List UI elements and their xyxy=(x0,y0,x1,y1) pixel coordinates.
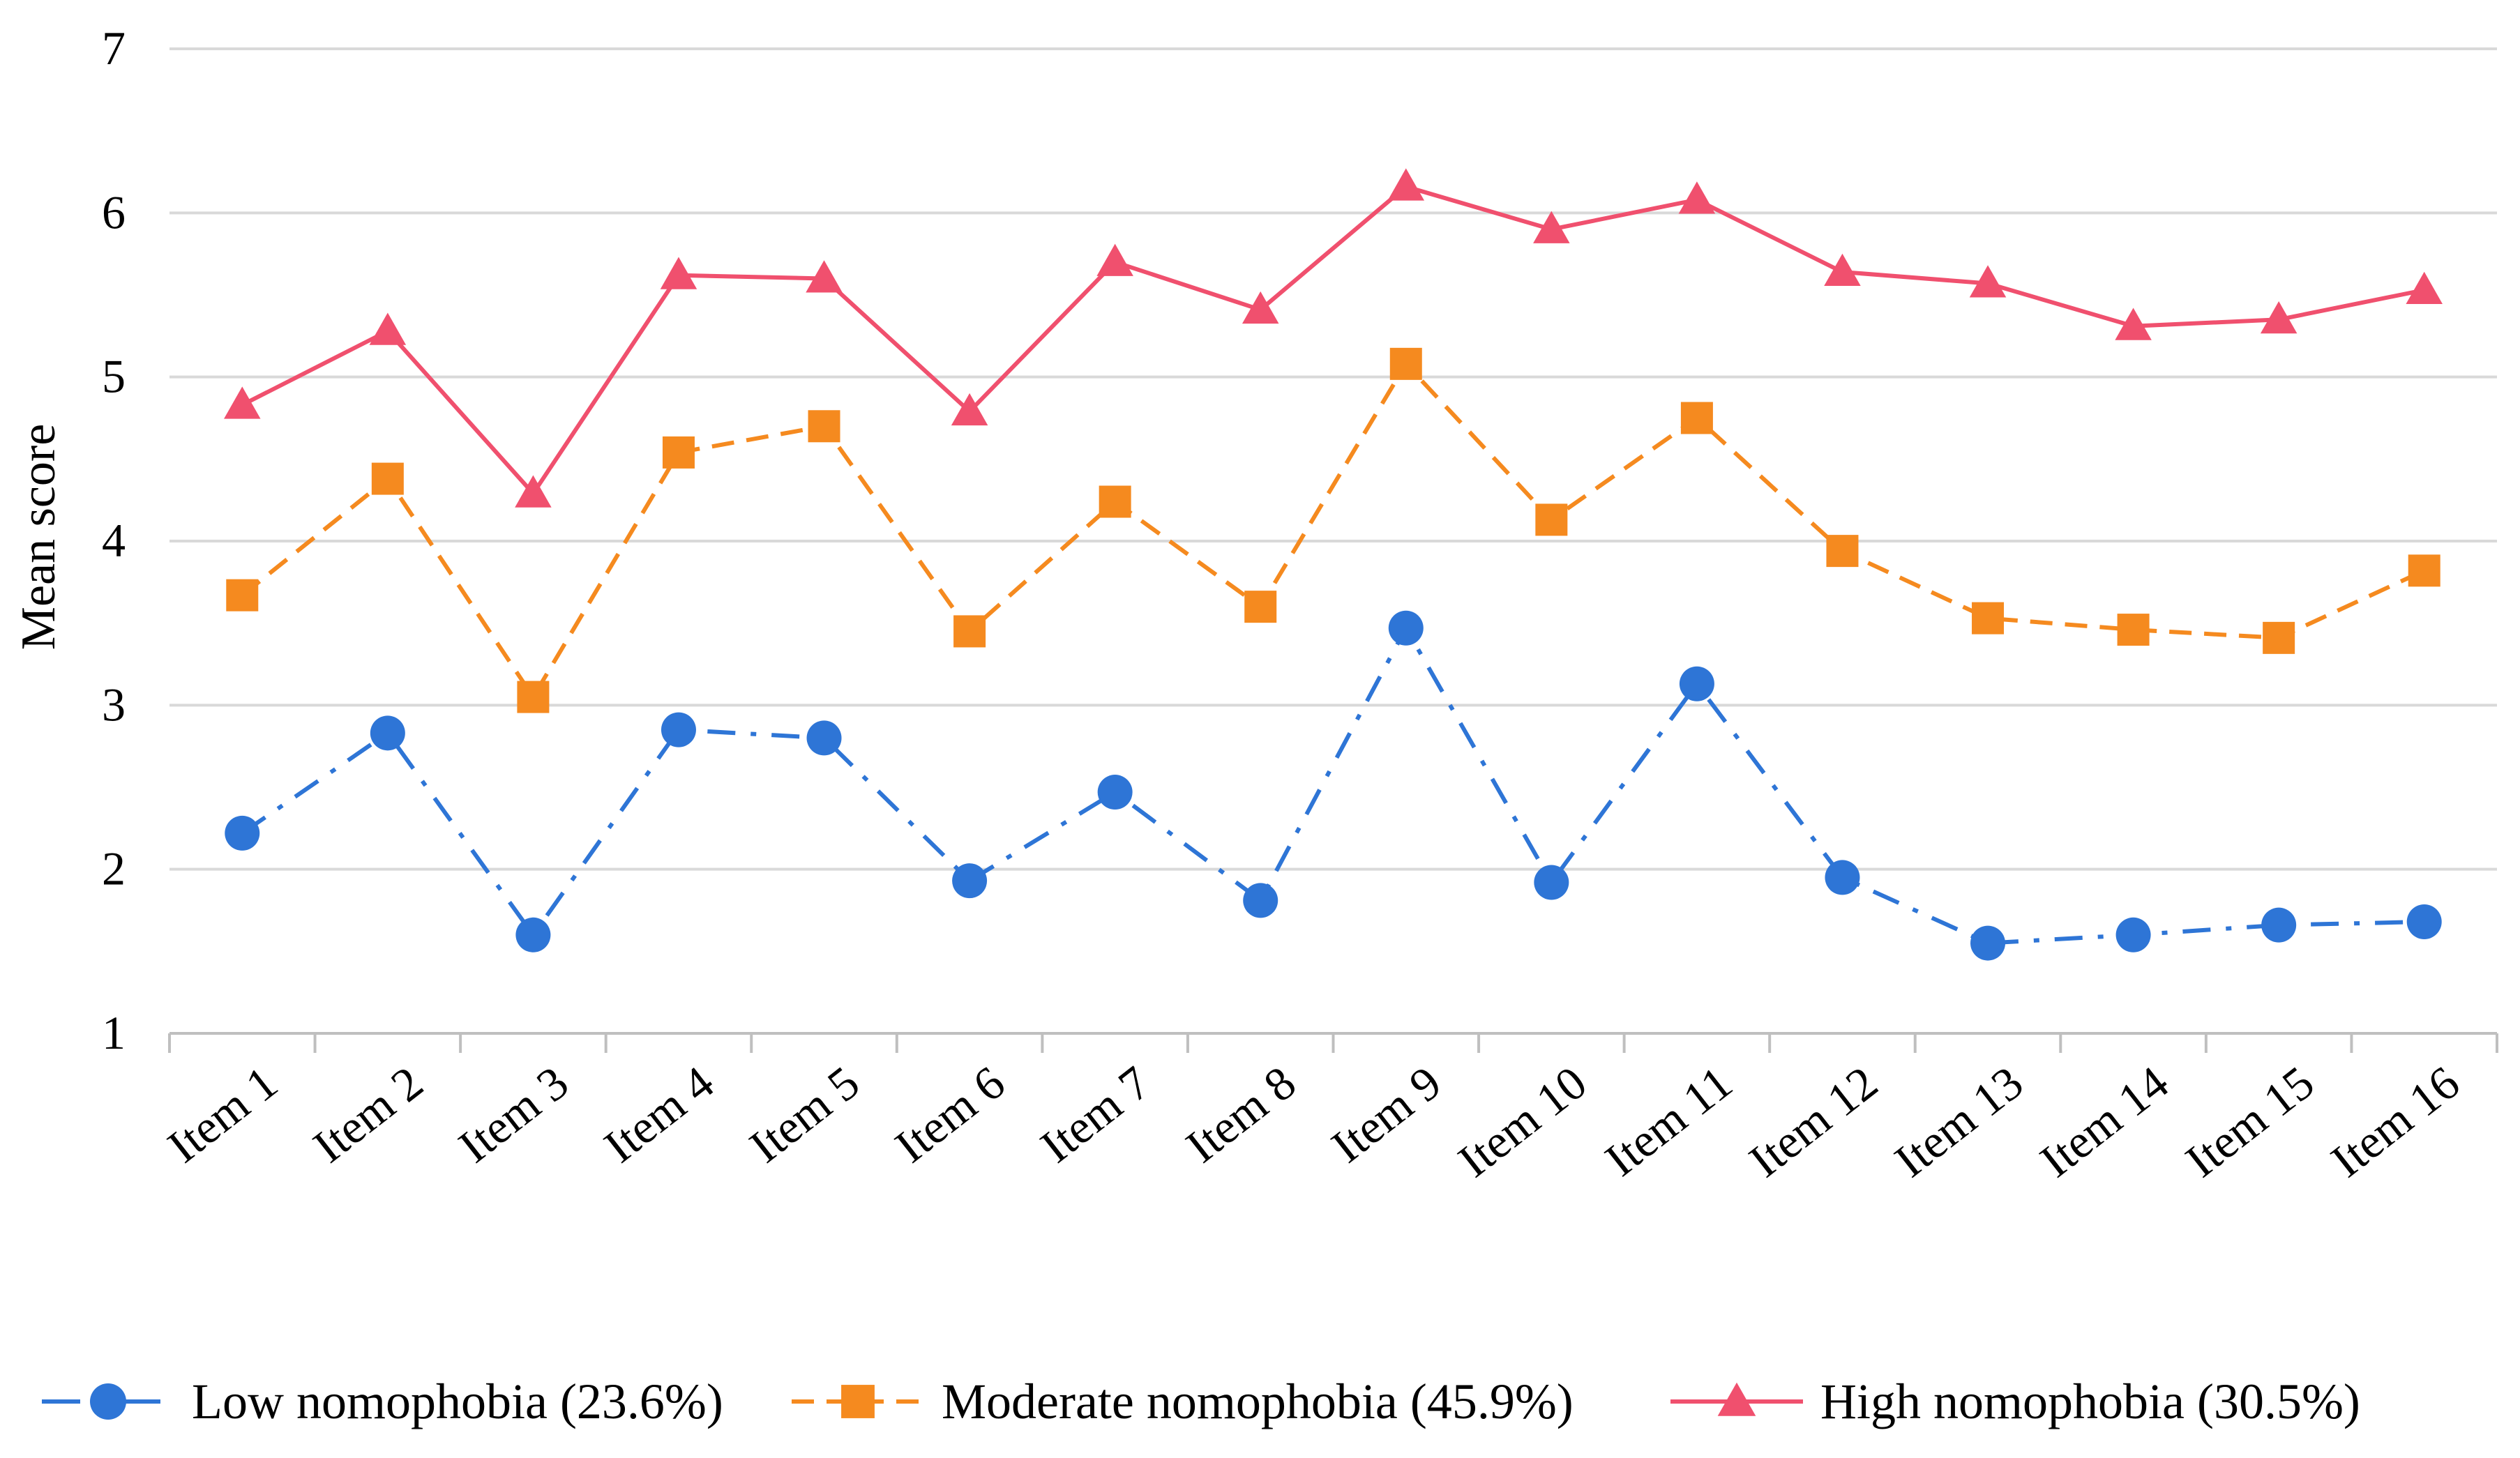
data-point xyxy=(660,257,697,289)
data-point xyxy=(1099,485,1131,518)
data-point xyxy=(370,715,405,751)
data-point xyxy=(1972,602,2005,635)
data-point xyxy=(1534,865,1569,900)
data-point xyxy=(225,815,260,851)
x-tick-label: Item 1 xyxy=(158,1056,287,1173)
series-triangle xyxy=(224,168,2443,508)
x-axis: Item 1 Item 2 Item 3 Item 4 Item 5 Item 6 Item… xyxy=(158,1032,2498,1187)
data-point xyxy=(515,917,551,952)
data-point xyxy=(2115,917,2151,952)
data-point xyxy=(1679,666,1714,701)
legend: Low nomophobia (23.6%) Moderate nomophobi… xyxy=(42,1374,2360,1429)
data-point xyxy=(662,436,695,469)
data-point xyxy=(661,712,696,747)
data-point xyxy=(1389,347,1422,380)
data-point xyxy=(1533,211,1570,243)
legend-item: Low nomophobia (23.6%) xyxy=(42,1374,723,1429)
y-tick-label: 1 xyxy=(102,1006,126,1059)
data-point xyxy=(806,720,842,756)
data-point xyxy=(2117,614,2150,646)
data-point xyxy=(1678,181,1716,214)
y-tick-label: 5 xyxy=(102,350,126,403)
data-point xyxy=(952,863,988,899)
series-line xyxy=(241,184,2425,496)
series-square xyxy=(226,347,2440,713)
legend-label: High nomophobia (30.5%) xyxy=(1820,1374,2360,1429)
data-point xyxy=(1244,591,1277,623)
x-tick-label: Item 4 xyxy=(594,1056,723,1173)
x-tick-label: Item 9 xyxy=(1322,1056,1451,1173)
data-point xyxy=(224,386,261,419)
data-point xyxy=(808,410,840,443)
data-point xyxy=(369,312,407,345)
data-point xyxy=(953,615,986,648)
gridlines xyxy=(169,47,2497,871)
legend-label: Moderate nomophobia (45.9%) xyxy=(942,1374,1574,1429)
series-group xyxy=(224,168,2443,961)
y-tick-label: 4 xyxy=(102,514,126,567)
data-point xyxy=(1535,503,1568,536)
x-tick-label: Item 13 xyxy=(1885,1056,2032,1187)
data-point xyxy=(1096,243,1133,276)
data-point xyxy=(1970,925,2006,961)
data-point xyxy=(806,260,843,293)
legend-item: High nomophobia (30.5%) xyxy=(1670,1374,2360,1429)
legend-item: Moderate nomophobia (45.9%) xyxy=(792,1374,1574,1429)
data-point xyxy=(515,475,552,508)
legend-label: Low nomophobia (23.6%) xyxy=(192,1374,723,1429)
y-tick-label: 3 xyxy=(102,678,126,731)
series-line xyxy=(241,625,2424,946)
x-tick-label: Item 14 xyxy=(2030,1056,2178,1187)
data-point xyxy=(841,1385,875,1418)
x-tick-label: Item 5 xyxy=(740,1056,869,1173)
x-tick-label: Item 11 xyxy=(1595,1056,1742,1186)
x-tick-label: Item 3 xyxy=(448,1056,578,1173)
y-axis-title: Mean score xyxy=(12,424,66,651)
series-line xyxy=(241,361,2425,699)
data-point xyxy=(2406,271,2443,304)
x-tick-label: Item 7 xyxy=(1031,1056,1160,1173)
data-point xyxy=(2263,621,2295,654)
data-point xyxy=(1824,253,1861,287)
data-point xyxy=(2261,907,2297,943)
data-point xyxy=(371,462,404,495)
data-point xyxy=(2408,554,2440,587)
data-point xyxy=(1680,402,1713,434)
x-tick-label: Item 16 xyxy=(2321,1056,2469,1187)
data-point xyxy=(2406,904,2442,939)
y-tick-label: 2 xyxy=(102,842,126,895)
x-tick-label: Item 2 xyxy=(303,1056,432,1173)
x-tick-label: Item 10 xyxy=(1449,1056,1597,1187)
data-point xyxy=(2260,301,2298,334)
data-point xyxy=(1387,168,1425,201)
y-axis-ticks: 1 2 3 4 5 6 7 xyxy=(102,22,126,1059)
x-tick-label: Item 15 xyxy=(2175,1056,2323,1187)
y-tick-label: 6 xyxy=(102,185,126,238)
data-point xyxy=(1717,1382,1756,1416)
data-point xyxy=(951,393,988,426)
x-tick-label: Item 6 xyxy=(885,1056,1014,1173)
data-point xyxy=(1388,610,1424,646)
data-point xyxy=(517,681,550,713)
data-point xyxy=(1969,265,2007,298)
data-point xyxy=(226,579,259,612)
data-point xyxy=(2115,307,2152,340)
series-circle xyxy=(225,610,2442,961)
data-point xyxy=(1825,860,1860,895)
x-tick-label: Item 8 xyxy=(1176,1056,1305,1173)
y-tick-label: 7 xyxy=(102,22,126,75)
data-point xyxy=(90,1383,126,1420)
x-tick-label: Item 12 xyxy=(1740,1056,1887,1187)
data-point xyxy=(1097,775,1133,810)
data-point xyxy=(1243,883,1278,918)
data-point xyxy=(1826,535,1859,568)
data-point xyxy=(1242,291,1279,324)
